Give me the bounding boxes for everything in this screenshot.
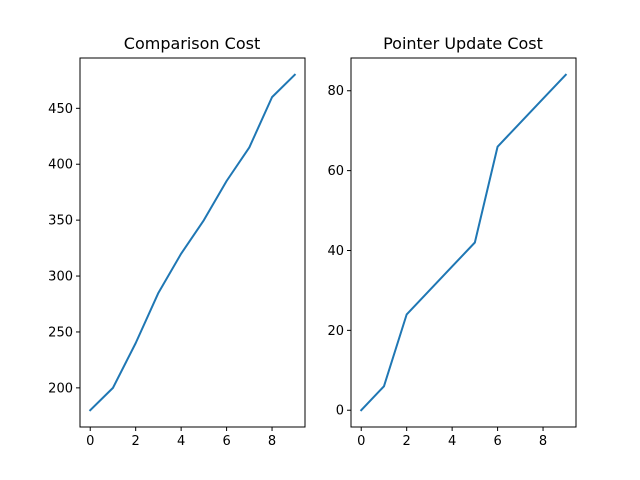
x-axis-ticks: 0 2 4 6 8 <box>86 427 276 449</box>
x-tick-label: 4 <box>177 434 185 449</box>
x-tick-label: 0 <box>86 434 94 449</box>
x-tick-label: 6 <box>493 434 501 449</box>
y-tick-label: 20 <box>327 324 344 339</box>
plot-area-frame <box>350 57 577 428</box>
series-line <box>359 73 568 412</box>
plot-area-frame <box>79 57 306 428</box>
y-axis-ticks: 200 250 300 350 400 450 <box>48 102 80 396</box>
x-tick-label: 8 <box>539 434 547 449</box>
x-tick-label: 2 <box>403 434 411 449</box>
series-layer <box>88 73 297 412</box>
x-tick-label: 8 <box>268 434 276 449</box>
chart-title: Comparison Cost <box>124 34 260 53</box>
series-layer <box>359 73 568 412</box>
comparison-cost-chart: Comparison Cost 0 2 4 6 8 200 250 300 350 400 450 <box>48 34 306 449</box>
x-axis-ticks: 0 2 4 6 8 <box>357 427 547 449</box>
x-tick-label: 6 <box>222 434 230 449</box>
y-tick-label: 80 <box>327 84 344 99</box>
series-line <box>88 73 297 412</box>
y-tick-label: 40 <box>327 244 344 259</box>
x-tick-label: 0 <box>357 434 365 449</box>
y-tick-label: 0 <box>336 404 344 419</box>
y-tick-label: 60 <box>327 164 344 179</box>
pointer-update-cost-chart: Pointer Update Cost 0 2 4 6 8 0 20 40 60 80 <box>327 34 577 449</box>
y-tick-label: 250 <box>48 325 73 340</box>
y-axis-ticks: 0 20 40 60 80 <box>327 84 351 419</box>
y-tick-label: 400 <box>48 158 73 173</box>
chart-title: Pointer Update Cost <box>383 34 543 53</box>
y-tick-label: 350 <box>48 214 73 229</box>
x-tick-label: 2 <box>132 434 140 449</box>
x-tick-label: 4 <box>448 434 456 449</box>
y-tick-label: 450 <box>48 102 73 117</box>
y-tick-label: 200 <box>48 381 73 396</box>
y-tick-label: 300 <box>48 270 73 285</box>
